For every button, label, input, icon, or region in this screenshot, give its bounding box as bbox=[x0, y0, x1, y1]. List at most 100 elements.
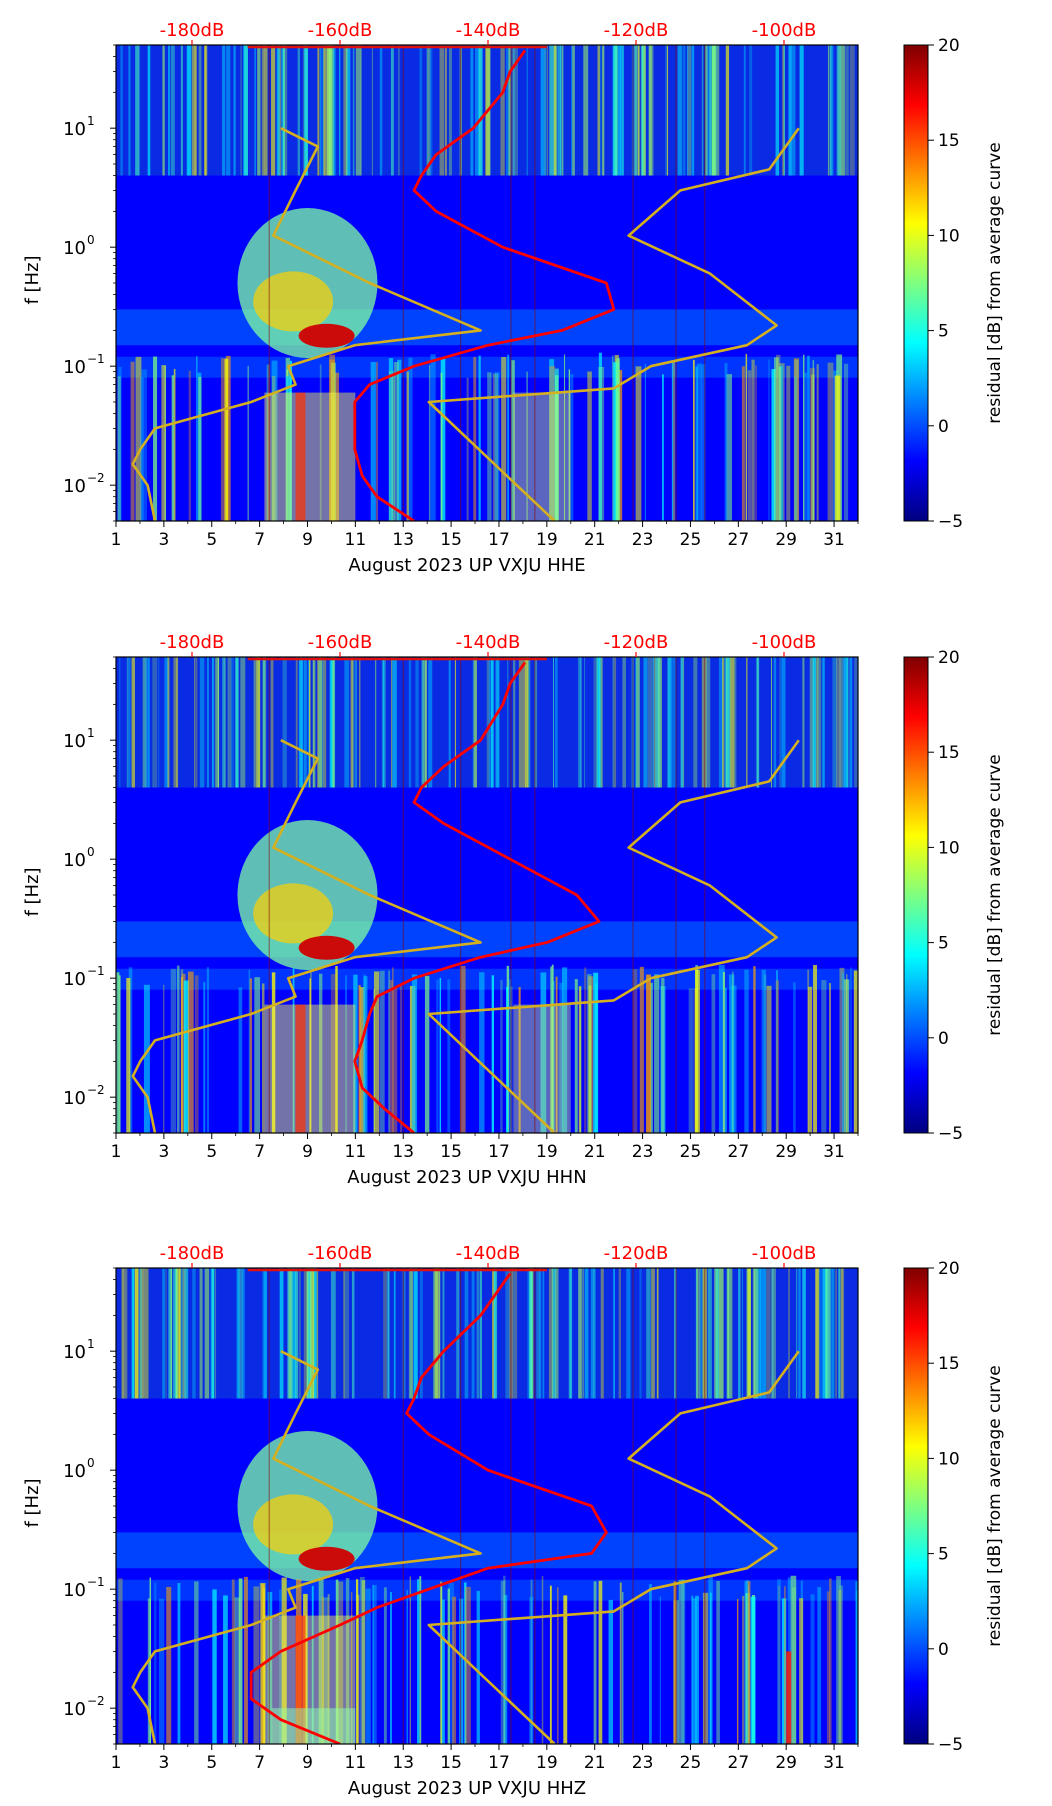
heatmap-streak-low bbox=[803, 354, 805, 521]
top-axis-label: -180dB bbox=[160, 1243, 225, 1264]
heatmap-streak-high bbox=[534, 657, 538, 788]
heatmap-streak-low bbox=[248, 969, 251, 1133]
x-tick-label: 5 bbox=[206, 530, 217, 550]
heatmap-streak-low bbox=[238, 987, 243, 1133]
heatmap-streak-low bbox=[598, 366, 605, 521]
heatmap-streak-high bbox=[271, 45, 276, 176]
heatmap-streak-high bbox=[546, 45, 549, 176]
heatmap-streak-low bbox=[693, 359, 695, 521]
heatmap-streak-high bbox=[199, 657, 205, 788]
heatmap-streak-high bbox=[726, 1268, 730, 1399]
heatmap-streak-low bbox=[611, 355, 614, 521]
heatmap-streak-high bbox=[359, 657, 361, 788]
heatmap-streak-low bbox=[359, 1576, 365, 1744]
heatmap-streak-high bbox=[473, 657, 477, 788]
heatmap-streak-high bbox=[242, 1268, 245, 1399]
heatmap-streak-high bbox=[549, 45, 554, 176]
heatmap-streak-high bbox=[812, 657, 816, 788]
heatmap-streak-high bbox=[470, 45, 474, 176]
heatmap-streak-high bbox=[788, 45, 792, 176]
heatmap-streak-high bbox=[212, 657, 214, 788]
x-tick-label: 3 bbox=[158, 1753, 169, 1773]
heatmap-lowfreq-stripe bbox=[295, 1004, 306, 1133]
heatmap-streak-high bbox=[583, 45, 589, 176]
heatmap-streak-high bbox=[351, 1268, 355, 1399]
heatmap-streak-low bbox=[278, 1589, 282, 1744]
heatmap-streak-high bbox=[733, 657, 737, 788]
heatmap-streak-high bbox=[667, 657, 673, 788]
heatmap-streak-high bbox=[686, 45, 689, 176]
heatmap-streak-high bbox=[294, 1268, 298, 1399]
heatmap-streak-low bbox=[389, 980, 393, 1133]
heatmap-streak-low bbox=[746, 1580, 749, 1744]
heatmap-streak-low bbox=[530, 1579, 533, 1744]
heatmap-streak-high bbox=[210, 1268, 215, 1399]
heatmap-streak-high bbox=[243, 45, 248, 176]
heatmap-streak-high bbox=[656, 1268, 659, 1399]
heatmap-streak-high bbox=[840, 45, 845, 176]
heatmap-streak-low bbox=[688, 988, 694, 1133]
heatmap-streak-high bbox=[397, 45, 400, 176]
heatmap-streak-high bbox=[224, 657, 226, 788]
heatmap-streak-high bbox=[636, 657, 640, 788]
heatmap-band-microseism bbox=[116, 1532, 858, 1569]
heatmap-streak-low bbox=[161, 365, 166, 521]
heatmap-streak-high bbox=[711, 45, 717, 176]
heatmap-streak-high bbox=[316, 1268, 319, 1399]
heatmap-band-microseism bbox=[116, 921, 858, 958]
heatmap-streak-low bbox=[459, 1598, 464, 1744]
heatmap-streak-high bbox=[756, 1268, 761, 1399]
colorbar-tick-label: 10 bbox=[938, 1449, 960, 1469]
heatmap-streak-high bbox=[142, 657, 146, 788]
heatmap-streak-high bbox=[725, 657, 731, 788]
heatmap-streak-high bbox=[180, 1268, 184, 1399]
heatmap-streak-low bbox=[836, 1576, 841, 1744]
heatmap-streak-high bbox=[667, 657, 671, 788]
heatmap-streak-low bbox=[850, 967, 852, 1133]
heatmap-streak-high bbox=[578, 1268, 582, 1399]
x-tick-label: 29 bbox=[775, 1753, 797, 1773]
heatmap-streak-low bbox=[550, 966, 553, 1133]
heatmap-streak-high bbox=[512, 45, 514, 176]
x-tick-label: 19 bbox=[536, 530, 558, 550]
heatmap-streak-low bbox=[507, 354, 509, 521]
heatmap-streak-low bbox=[587, 974, 592, 1133]
heatmap-streak-low bbox=[751, 359, 755, 521]
heatmap-streak-low bbox=[696, 363, 702, 521]
heatmap-storm-core bbox=[253, 271, 334, 332]
heatmap-streak-low bbox=[238, 1578, 243, 1744]
heatmap-streak-high bbox=[138, 1268, 142, 1399]
heatmap-storm-peak bbox=[298, 1546, 355, 1571]
x-tick-label: 17 bbox=[488, 1142, 510, 1162]
heatmap-streak-high bbox=[561, 45, 564, 176]
heatmap-streak-low bbox=[247, 365, 250, 521]
heatmap-streak-low bbox=[736, 1599, 739, 1744]
heatmap-streak-high bbox=[464, 1268, 469, 1399]
heatmap-streak-high bbox=[513, 45, 515, 176]
x-axis-label: August 2023 UP VXJU HHN bbox=[347, 1167, 586, 1188]
heatmap-streak-high bbox=[505, 45, 511, 176]
heatmap-streak-high bbox=[619, 45, 623, 176]
heatmap-streak-low bbox=[554, 375, 559, 521]
heatmap-streak-high bbox=[771, 1268, 777, 1399]
top-axis-label: -100dB bbox=[752, 1243, 817, 1264]
heatmap-streak-low bbox=[372, 1584, 375, 1744]
heatmap-streak-high bbox=[523, 657, 526, 788]
colorbar: −5 0 5 10 15 20 residual [dB] from average cur… bbox=[903, 36, 1005, 532]
heatmap bbox=[116, 1268, 858, 1744]
heatmap-streak-high bbox=[843, 657, 848, 788]
heatmap-streak-low bbox=[292, 967, 295, 1133]
heatmap-streak-high bbox=[262, 1268, 267, 1399]
heatmap-streak-high bbox=[276, 45, 280, 176]
heatmap-streak-high bbox=[132, 1268, 135, 1399]
heatmap-streak-high bbox=[554, 45, 558, 176]
heatmap-streak-low bbox=[593, 1581, 597, 1744]
heatmap-streak-high bbox=[716, 45, 720, 176]
heatmap-streak-low bbox=[724, 363, 728, 521]
heatmap-streak-low bbox=[672, 361, 676, 521]
heatmap-streak-high bbox=[705, 657, 707, 788]
heatmap-streak-high bbox=[393, 1268, 396, 1399]
heatmap-streak-high bbox=[639, 1268, 642, 1399]
heatmap-streak-high bbox=[176, 1268, 180, 1399]
